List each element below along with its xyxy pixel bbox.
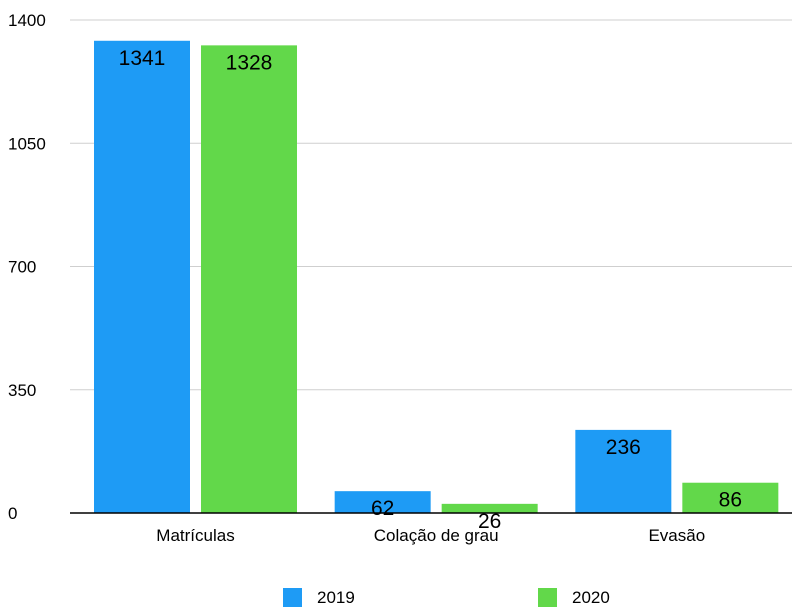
bar-2019-1[interactable] (334, 491, 431, 513)
data-label: 1341 (119, 47, 166, 70)
y-tick-label: 0 (8, 504, 17, 523)
legend-swatch-2020 (538, 588, 557, 607)
bar-2019-2[interactable] (575, 429, 672, 513)
y-axis: 0 350 700 1050 1400 (8, 11, 46, 523)
legend-label-2019: 2019 (317, 588, 355, 607)
data-label: 1328 (226, 51, 273, 74)
y-tick-label: 700 (8, 258, 36, 277)
legend-item-2019[interactable]: 2019 (283, 588, 355, 607)
bar-2020-0[interactable] (201, 45, 297, 514)
data-label: 26 (478, 510, 501, 533)
x-category-label: Matrículas (156, 526, 234, 545)
legend-item-2020[interactable]: 2020 (538, 588, 610, 607)
data-label: 62 (371, 497, 394, 520)
bar-2019-0[interactable] (94, 40, 190, 513)
y-tick-label: 1400 (8, 11, 46, 30)
data-label: 86 (719, 489, 742, 512)
legend: 2019 2020 (0, 588, 796, 608)
bar-2020-2[interactable] (682, 482, 779, 513)
gridlines (70, 19, 792, 391)
y-tick-label: 350 (8, 381, 36, 400)
legend-label-2020: 2020 (572, 588, 610, 607)
data-label: 236 (606, 436, 641, 459)
bar-chart: 0 350 700 1050 1400 1341 1328 62 26 236 86 Matríc… (8, 11, 792, 545)
x-category-label: Colação de grau (374, 526, 499, 545)
bar-2020-1[interactable] (441, 503, 538, 513)
bars: 1341 1328 62 26 236 86 (94, 40, 779, 533)
x-category-label: Evasão (648, 526, 705, 545)
y-tick-label: 1050 (8, 134, 46, 153)
x-axis: Matrículas Colação de grau Evasão (70, 512, 792, 545)
legend-swatch-2019 (283, 588, 302, 607)
